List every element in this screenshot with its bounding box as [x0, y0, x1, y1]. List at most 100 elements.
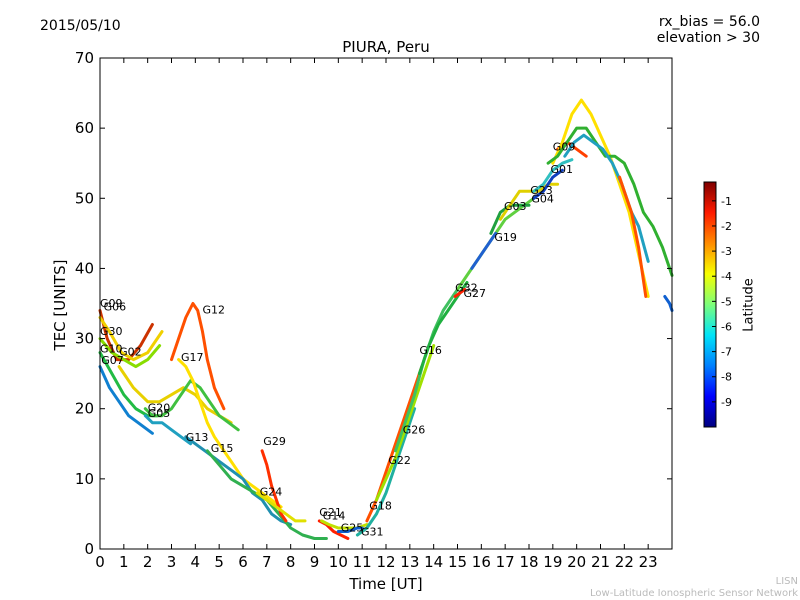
series-line-g17	[177, 358, 283, 509]
x-tick-label: 7	[262, 553, 272, 571]
x-tick-label: 18	[519, 553, 538, 571]
series-label-g16: G16	[419, 344, 442, 357]
series-line-g23	[532, 168, 564, 200]
x-tick-label: 4	[191, 553, 201, 571]
x-tick-label: 13	[400, 553, 419, 571]
series-label-g15: G15	[211, 442, 234, 455]
series-line-s20c	[563, 133, 650, 263]
x-tick-label: 16	[472, 553, 491, 571]
series-line-g25	[336, 526, 364, 533]
x-tick-label: 8	[286, 553, 296, 571]
series-label-g17: G17	[181, 351, 204, 364]
elevation-label: elevation > 30	[656, 30, 760, 46]
credit-long: Low-Latitude Ionospheric Sensor Network	[590, 588, 798, 599]
y-tick-label: 40	[75, 259, 94, 277]
series-label-g09: G09	[553, 141, 576, 154]
series-label-g30: G30	[100, 325, 123, 338]
series-line-g06	[98, 316, 164, 362]
series-line-g05	[143, 414, 193, 446]
series-line-s22a	[618, 175, 648, 298]
y-tick-label: 10	[75, 470, 94, 488]
colorbar-tick-label: -5	[721, 295, 732, 308]
series-line-g24	[255, 491, 307, 523]
series-label-g22: G22	[388, 454, 411, 467]
x-tick-label: 3	[167, 553, 177, 571]
x-tick-label: 10	[329, 553, 348, 571]
series-label-g04: G04	[531, 193, 554, 206]
colorbar-tick-label: -2	[721, 220, 732, 233]
series-label-g24: G24	[260, 486, 283, 499]
series-label-g20: G20	[148, 402, 171, 415]
y-tick-label: 70	[75, 49, 94, 67]
series-label-g25: G25	[341, 522, 364, 535]
series-label-g26: G26	[403, 423, 426, 436]
colorbar-tick-label: -6	[721, 320, 732, 333]
series-label-g13: G13	[186, 431, 209, 444]
y-tick-label: 0	[84, 540, 94, 558]
colorbar-tick-label: -3	[721, 245, 732, 258]
series-label-g10: G10	[100, 343, 123, 356]
colorbar-tick-label: -9	[721, 396, 732, 409]
series-layer	[98, 98, 674, 540]
x-axis-label: Time [UT]	[349, 575, 423, 593]
series-label-g14: G14	[323, 510, 346, 523]
y-tick-label: 20	[75, 400, 94, 418]
x-tick-label: 22	[615, 553, 634, 571]
colorbar-tick-layer: -1 -2 -3 -4 -5 -6 -7 -8 -9	[712, 195, 732, 409]
series-label-g23: G23	[530, 184, 553, 197]
series-label-g09: G09	[100, 297, 123, 310]
plot-frame	[99, 57, 673, 550]
series-line-g31	[355, 407, 417, 537]
x-tick-layer: 0 1 2 3 4 5 6 7 8 9 10 11 12 13 14 15 16 17 18 19 20 21 22 23	[95, 58, 658, 571]
y-tick-label: 50	[75, 189, 94, 207]
series-line-s23a	[663, 295, 674, 312]
series-line-s20b	[546, 126, 674, 277]
colorbar-tick-label: -8	[721, 371, 732, 384]
series-label-g05: G05	[148, 407, 171, 420]
colorbar-tick-label: -1	[721, 195, 732, 208]
y-tick-layer: 0 10 20 30 40 50 60 70	[75, 49, 672, 558]
series-line-g30	[98, 337, 162, 369]
series-line-g29	[260, 449, 288, 523]
series-line-g12	[170, 302, 226, 411]
y-tick-label: 60	[75, 119, 94, 137]
series-label-g32: G32	[455, 282, 478, 295]
series-label-g31: G31	[361, 526, 384, 539]
x-tick-label: 15	[448, 553, 467, 571]
series-label-g12: G12	[203, 303, 226, 316]
x-tick-label: 11	[353, 553, 372, 571]
series-line-s20a	[551, 98, 650, 298]
x-tick-label: 1	[119, 553, 129, 571]
x-tick-label: 12	[376, 553, 395, 571]
series-label-g29: G29	[263, 435, 286, 448]
series-label-g21: G21	[319, 506, 342, 519]
rx-bias-label: rx_bias = 56.0	[658, 14, 760, 30]
series-label-g06: G06	[104, 301, 127, 314]
series-label-g18: G18	[369, 500, 392, 513]
x-tick-label: 20	[567, 553, 586, 571]
x-tick-label: 19	[543, 553, 562, 571]
series-line-g20	[143, 379, 240, 432]
series-label-g01: G01	[551, 163, 574, 176]
series-label-g27: G27	[464, 287, 487, 300]
series-label-g07: G07	[101, 354, 124, 367]
series-label-g03: G03	[504, 200, 527, 213]
colorbar-tick-label: -7	[721, 346, 732, 359]
chart-title: PIURA, Peru	[342, 38, 430, 56]
credit-short: LISN	[775, 576, 798, 587]
x-tick-label: 2	[143, 553, 153, 571]
x-tick-label: 5	[214, 553, 224, 571]
x-tick-label: 9	[310, 553, 320, 571]
x-tick-label: 17	[496, 553, 515, 571]
series-label-g19: G19	[494, 231, 517, 244]
series-line-g07	[98, 365, 154, 435]
colorbar-tick-label: -4	[721, 270, 732, 283]
x-tick-label: 14	[424, 553, 443, 571]
series-line-g02	[117, 365, 233, 425]
y-tick-label: 30	[75, 330, 94, 348]
colorbar	[703, 181, 717, 428]
series-line-g32	[453, 288, 467, 298]
series-line-g13	[184, 435, 293, 526]
